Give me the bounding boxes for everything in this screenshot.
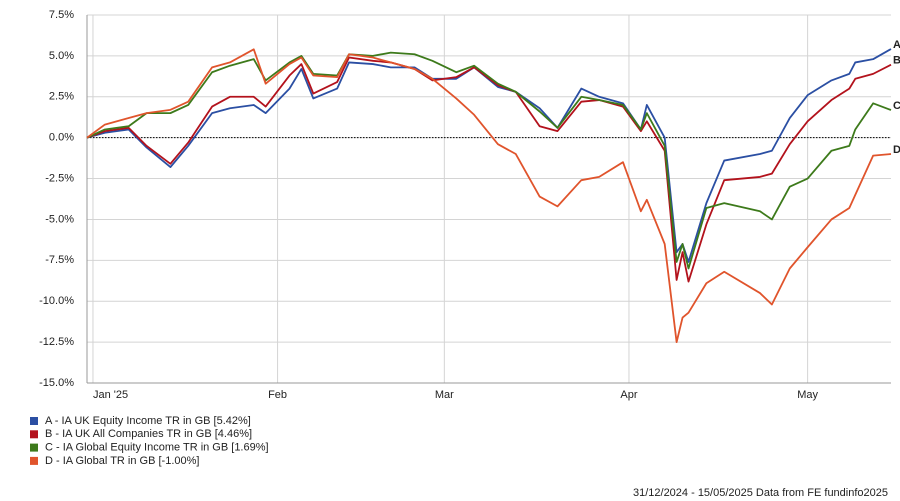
series-line <box>86 56 892 283</box>
legend-swatch <box>30 443 38 452</box>
footer: 31/12/2024 - 15/05/2025 Data from FE fun… <box>633 487 888 499</box>
y-tick-label: 2.5% <box>49 91 74 103</box>
legend-label: B - IA UK All Companies TR in GB [4.46%] <box>45 428 252 440</box>
end-label: D <box>893 144 900 156</box>
legend-swatch <box>30 430 38 439</box>
end-label: C <box>893 100 900 112</box>
legend-swatch <box>30 456 38 465</box>
legend-swatch <box>30 417 38 425</box>
y-tick-label: 5.0% <box>49 50 74 62</box>
series-line <box>86 48 892 263</box>
y-tick-label: -12.5% <box>39 336 74 348</box>
x-tick-label: May <box>797 389 818 401</box>
legend-label: A - IA UK Equity Income TR in GB [5.42%] <box>45 415 251 427</box>
legend-label: C - IA Global Equity Income TR in GB [1.… <box>45 442 269 454</box>
y-tick-label: -5.0% <box>45 213 74 225</box>
series-line <box>86 51 892 270</box>
x-tick-label: Apr <box>620 389 637 401</box>
legend-label: D - IA Global TR in GB [-1.00%] <box>45 455 199 467</box>
y-tick-label: 0.0% <box>49 132 74 144</box>
y-tick-label: -10.0% <box>39 295 74 307</box>
x-tick-label: Feb <box>268 389 287 401</box>
end-label: A <box>893 39 900 51</box>
series-line <box>86 48 892 344</box>
y-tick-label: 7.5% <box>49 9 74 21</box>
y-tick-label: -2.5% <box>45 172 74 184</box>
x-tick-label: Mar <box>435 389 454 401</box>
y-tick-label: -7.5% <box>45 254 74 266</box>
end-label: B <box>893 55 900 67</box>
x-tick-label: Jan '25 <box>93 389 128 401</box>
y-tick-label: -15.0% <box>39 377 74 389</box>
